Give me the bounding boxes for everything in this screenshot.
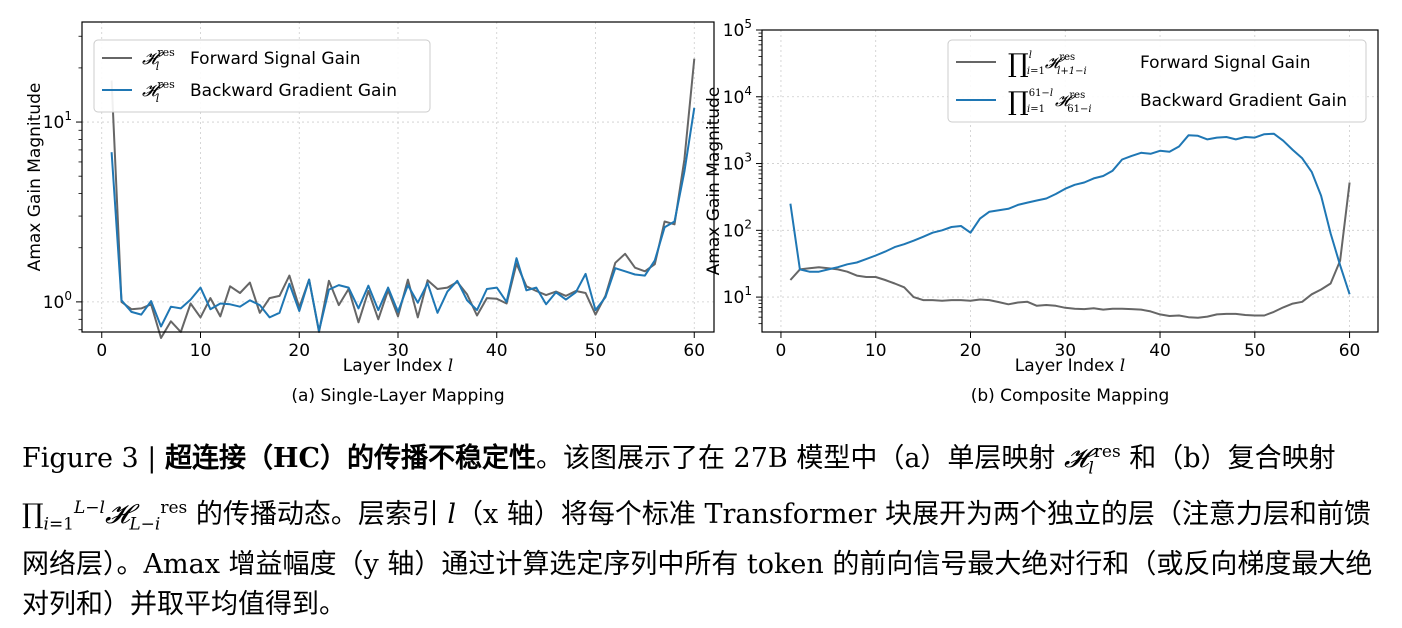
panel-b-legend: ∏l i=1𝓗res l+1−i Forward Signal Gain ∏61−l…	[947, 39, 1367, 123]
panel-a-lines	[110, 58, 696, 339]
x-tick-label: 60	[1339, 341, 1361, 361]
x-tick-label: 50	[1244, 341, 1266, 361]
legend-a-forward-label: Forward Signal Gain	[190, 49, 360, 69]
series-line-b-forward	[789, 182, 1351, 319]
panel-b-ylabel: Amax Gain Magnitude	[704, 87, 724, 276]
caption-math-product: ∏i=1L−l𝓗L−ires	[22, 498, 188, 535]
y-tick-label: 103	[723, 151, 752, 175]
panel-b-frame	[761, 29, 1379, 333]
panel-a-ylabel-text: Amax Gain Magnitude	[25, 83, 45, 272]
x-tick-label: 20	[288, 341, 310, 361]
y-tick-label: 102	[723, 217, 752, 241]
panel-b-lines	[789, 132, 1351, 319]
caption-part2: 和（b）复合映射	[1120, 443, 1336, 474]
panel-a-legend: 𝓗res l Forward Signal Gain 𝓗res l Backward…	[93, 39, 431, 113]
panel-b-composite: 0 10 20 30 40 50 60 101 102 103 104 105 Amax Gain M…	[704, 17, 1379, 406]
x-tick-label: 0	[96, 341, 107, 361]
caption-part4: （x 轴）将每个标准 Transformer 块展开为两个独立的层（注意力层和前…	[22, 499, 1373, 620]
y-tick-label: 100	[43, 289, 72, 313]
panel-b-xlabel: Layer Index l	[1015, 356, 1125, 376]
caption-part3: 的传播动态。层索引	[187, 499, 448, 531]
x-tick-label: 20	[960, 341, 982, 361]
caption-math-hres: 𝓗lres	[1064, 442, 1121, 479]
caption-prefix: Figure 3 |	[22, 443, 165, 474]
legend-a-backward-label: Backward Gradient Gain	[190, 81, 397, 101]
panel-b-title: (b) Composite Mapping	[971, 386, 1170, 406]
y-tick-label: 104	[723, 84, 752, 108]
x-tick-label: 30	[1054, 341, 1076, 361]
series-line-b-backward	[789, 132, 1351, 295]
panel-a-xlabel: Layer Index l	[343, 356, 453, 376]
y-tick-label: 101	[43, 109, 72, 133]
panel-b-ticks: 0 10 20 30 40 50 60 101 102 103 104 105	[723, 17, 1361, 361]
y-tick-label: 105	[723, 17, 752, 41]
x-tick-label: 40	[1149, 341, 1171, 361]
panel-a-title: (a) Single-Layer Mapping	[291, 386, 504, 406]
panel-a-ylabel: Amax Gain Magnitude	[25, 83, 45, 272]
panel-a-ticks: 0 10 20 30 40 50 60 100 101	[43, 35, 705, 361]
x-tick-label: 40	[486, 341, 508, 361]
caption-math-l: l	[447, 499, 457, 531]
x-tick-label: 50	[585, 341, 607, 361]
x-tick-label: 60	[683, 341, 705, 361]
x-tick-label: 0	[776, 341, 787, 361]
x-tick-label: 10	[865, 341, 887, 361]
y-tick-label: 101	[723, 284, 752, 308]
series-line-a-backward	[110, 107, 696, 332]
x-tick-label: 30	[387, 341, 409, 361]
legend-b-forward-label: Forward Signal Gain	[1140, 53, 1310, 73]
caption-part1: 。该图展示了在 27B 模型中（a）单层映射	[535, 443, 1064, 474]
legend-b-backward-label: Backward Gradient Gain	[1140, 91, 1347, 111]
figure-caption: Figure 3 | 超连接（HC）的传播不稳定性。该图展示了在 27B 模型中…	[22, 432, 1392, 625]
x-tick-label: 10	[190, 341, 212, 361]
caption-bold-title: 超连接（HC）的传播不稳定性	[164, 443, 536, 474]
